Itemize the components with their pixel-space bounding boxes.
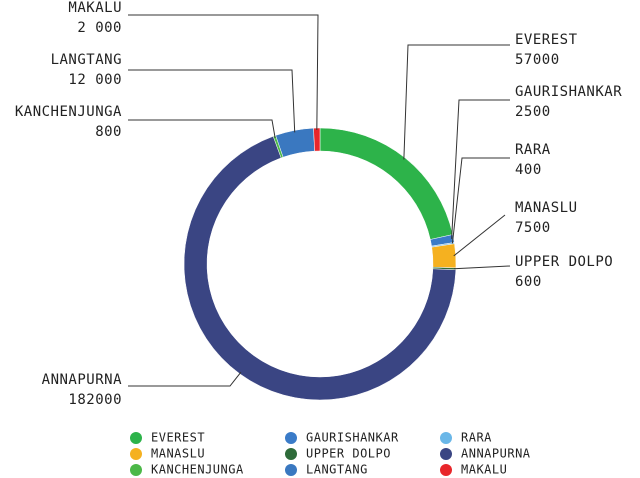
slice-label: GAURISHANKAR bbox=[515, 84, 622, 100]
slice-value: 800 bbox=[95, 124, 122, 140]
donut-slice bbox=[431, 243, 457, 269]
legend-marker bbox=[440, 448, 452, 460]
legend-marker bbox=[130, 448, 142, 460]
legend-marker bbox=[440, 464, 452, 476]
legend-label: GAURISHANKAR bbox=[306, 431, 399, 445]
legend-label: EVEREST bbox=[151, 431, 205, 445]
leader-line bbox=[453, 265, 511, 270]
leader-line bbox=[453, 214, 506, 257]
slice-value: 182000 bbox=[68, 392, 122, 408]
leader-line bbox=[451, 157, 510, 244]
legend-label: RARA bbox=[461, 431, 492, 445]
leader-line bbox=[403, 44, 510, 160]
slice-value: 2500 bbox=[515, 104, 551, 120]
slice-value: 600 bbox=[515, 274, 542, 290]
slice-label: UPPER DOLPO bbox=[515, 254, 613, 270]
donut-slice bbox=[183, 135, 457, 401]
legend-marker bbox=[440, 432, 452, 444]
leader-line bbox=[128, 14, 319, 131]
legend-marker bbox=[130, 432, 142, 444]
donut-slice bbox=[313, 127, 321, 152]
legend-marker bbox=[285, 464, 297, 476]
leader-line bbox=[128, 69, 296, 133]
slice-label: ANNAPURNA bbox=[42, 372, 122, 388]
slice-value: 57000 bbox=[515, 52, 560, 68]
legend-label: MANASLU bbox=[151, 447, 205, 461]
donut-slice bbox=[275, 127, 315, 158]
slice-label: RARA bbox=[515, 142, 551, 158]
donut-slice bbox=[319, 127, 454, 240]
legend-marker bbox=[285, 432, 297, 444]
slice-label: KANCHENJUNGA bbox=[15, 104, 122, 120]
legend-label: MAKALU bbox=[461, 463, 507, 477]
slice-value: 400 bbox=[515, 162, 542, 178]
legend-label: LANGTANG bbox=[306, 463, 368, 477]
slice-label: MAKALU bbox=[68, 0, 122, 16]
slice-value: 2 000 bbox=[77, 20, 122, 36]
slice-label: MANASLU bbox=[515, 200, 578, 216]
leader-line bbox=[128, 119, 276, 138]
legend-label: ANNAPURNA bbox=[461, 447, 531, 461]
leader-line bbox=[451, 99, 510, 239]
legend-marker bbox=[285, 448, 297, 460]
slice-value: 12 000 bbox=[68, 72, 122, 88]
legend-label: KANCHENJUNGA bbox=[151, 463, 244, 477]
leader-line bbox=[128, 371, 242, 387]
slice-label: EVEREST bbox=[515, 32, 578, 48]
legend-label: UPPER DOLPO bbox=[306, 447, 391, 461]
slice-label: LANGTANG bbox=[51, 52, 122, 68]
slice-value: 7500 bbox=[515, 220, 551, 236]
legend-marker bbox=[130, 464, 142, 476]
